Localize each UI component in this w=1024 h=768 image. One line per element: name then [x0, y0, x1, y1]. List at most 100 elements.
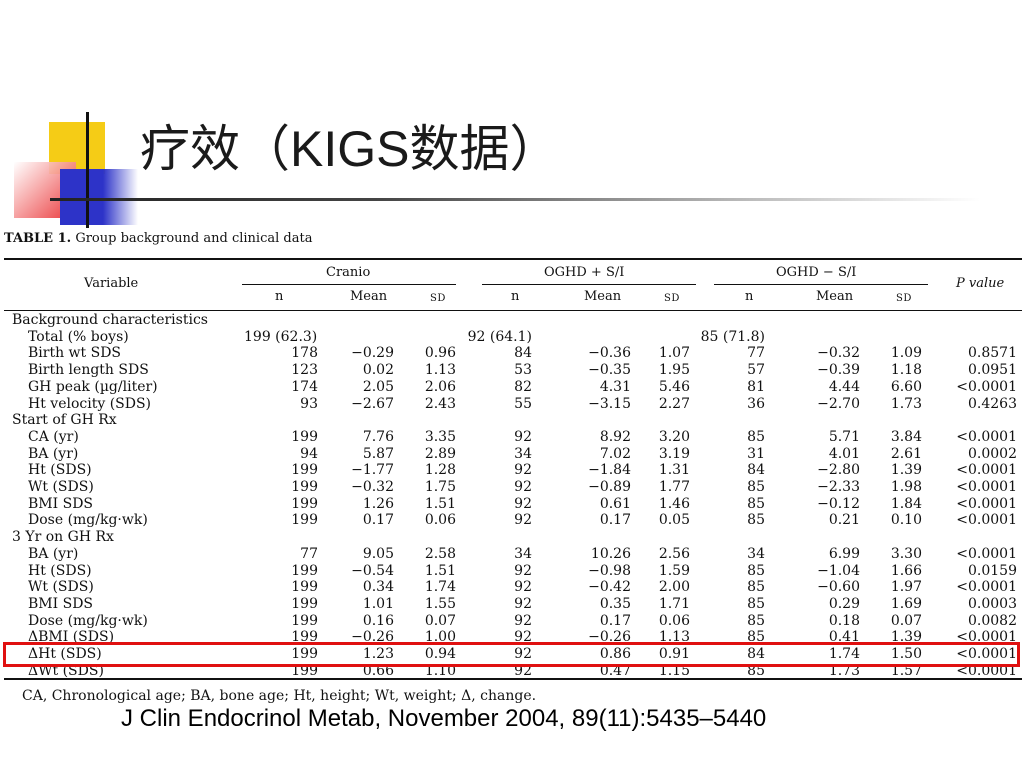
table-cell: 85 [747, 562, 765, 579]
header-group-oghd-plus: OGHD + S/I [544, 265, 625, 280]
table-cell: 85 (71.8) [700, 328, 765, 345]
table-cell: 0.34 [362, 579, 394, 596]
table-cell: 93 [300, 395, 318, 412]
table-cell: 84 [747, 462, 765, 479]
table-cell: 85 [747, 579, 765, 596]
row-label: Birth length SDS [28, 362, 149, 379]
slide-title: 疗效（KIGS数据） [140, 118, 559, 180]
section-label: 3 Yr on GH Rx [12, 529, 114, 546]
table-cell: 1.59 [658, 562, 690, 579]
table-cell: 4.01 [828, 445, 860, 462]
table-cell: 1.74 [828, 646, 860, 662]
table-cell: 9.05 [362, 545, 394, 562]
table-cell: 92 [514, 646, 532, 662]
table-cell: 34 [514, 545, 532, 562]
table-cell: 1.39 [890, 629, 922, 646]
group-rule-oghd-plus [482, 284, 696, 285]
table-cell: 0.0082 [968, 612, 1017, 629]
table-cell: 1.26 [362, 495, 394, 512]
table-cell: 92 [514, 595, 532, 612]
table-cell: −2.70 [817, 395, 860, 412]
table-cell: 0.07 [424, 612, 456, 629]
table-cell: 92 [514, 495, 532, 512]
table-cell: 2.58 [424, 545, 456, 562]
table-cell: 2.43 [424, 395, 456, 412]
row-label: CA (yr) [28, 428, 79, 445]
row-label: BMI SDS [28, 495, 94, 512]
table-cell: 0.0159 [968, 562, 1017, 579]
row-label: ΔBMI (SDS) [28, 629, 115, 646]
table-cell: 0.05 [658, 512, 690, 529]
table-cell: 1.77 [658, 479, 690, 495]
table-cell: 2.89 [424, 445, 456, 462]
table-cell: −0.42 [588, 579, 631, 596]
table-cell: 0.4263 [968, 395, 1017, 412]
table-cell: 92 [514, 562, 532, 579]
subheader-sd-cranio: SD [430, 293, 446, 304]
table-cell: 6.60 [890, 378, 922, 395]
table-cell: 1.97 [890, 579, 922, 596]
table-cell: 1.46 [658, 495, 690, 512]
table-cell: 0.94 [424, 646, 456, 662]
table-cell: <0.0001 [956, 579, 1017, 596]
table-cell: −3.15 [588, 395, 631, 412]
table-cell: 199 [291, 595, 318, 612]
highlight-box [3, 642, 1020, 667]
table-cell: 0.0003 [968, 595, 1017, 612]
table-cell: 31 [747, 445, 765, 462]
table-cell: <0.0001 [956, 378, 1017, 395]
citation: J Clin Endocrinol Metab, November 2004, … [121, 705, 767, 732]
group-rule-oghd-minus [714, 284, 928, 285]
table-cell: −0.39 [817, 362, 860, 379]
subheader-sd-oghd-plus: SD [664, 293, 680, 304]
table-cell: 57 [747, 362, 765, 379]
table-cell: 199 [291, 479, 318, 495]
table-cell: 4.44 [828, 378, 860, 395]
table-cell: 85 [747, 612, 765, 629]
table-cell: <0.0001 [956, 479, 1017, 495]
table-cell: 36 [747, 395, 765, 412]
table-cell: 199 (62.3) [244, 328, 318, 345]
table-cell: −2.80 [817, 462, 860, 479]
subheader-n-oghd-plus: n [511, 289, 520, 304]
table-cell: 8.92 [599, 428, 631, 445]
table-cell: 0.10 [890, 512, 922, 529]
table-cell: 5.46 [658, 378, 690, 395]
table-cell: −0.89 [588, 479, 631, 495]
table-header-rule [4, 310, 1022, 311]
table-cell: 1.69 [890, 595, 922, 612]
table-cell: 1.74 [424, 579, 456, 596]
subheader-n-oghd-minus: n [745, 289, 754, 304]
table-cell: 94 [300, 445, 318, 462]
row-label: BMI SDS [28, 595, 94, 612]
table-cell: 0.35 [599, 595, 631, 612]
table-cell: 178 [291, 345, 318, 362]
table-cell: 1.75 [424, 479, 456, 495]
table-cell: 1.13 [424, 362, 456, 379]
table-cell: 2.05 [362, 378, 394, 395]
table-cell: 0.17 [599, 512, 631, 529]
row-label: Total (% boys) [28, 328, 129, 345]
row-label: Wt (SDS) [28, 579, 94, 596]
table-cell: 92 [514, 428, 532, 445]
table-cell: 2.27 [658, 395, 690, 412]
table-cell: 85 [747, 428, 765, 445]
table-cell: 3.35 [424, 428, 456, 445]
table-cell: −0.12 [817, 495, 860, 512]
slide-title-cn-part2: 数据） [409, 120, 560, 178]
table-cell: 55 [514, 395, 532, 412]
table-cell: 92 [514, 479, 532, 495]
table-caption-text: Group background and clinical data [75, 231, 313, 246]
row-label: BA (yr) [28, 445, 79, 462]
table-cell: 0.21 [828, 512, 860, 529]
row-label: Birth wt SDS [28, 345, 122, 362]
table-cell: 5.71 [828, 428, 860, 445]
table-cell: 199 [291, 579, 318, 596]
table-cell: 92 [514, 512, 532, 529]
table-cell: 0.06 [658, 612, 690, 629]
table-cell: 1.84 [890, 495, 922, 512]
table-cell: 10.26 [590, 545, 631, 562]
table-cell: 2.56 [658, 545, 690, 562]
table-cell: −0.98 [588, 562, 631, 579]
table-cell: <0.0001 [956, 629, 1017, 646]
